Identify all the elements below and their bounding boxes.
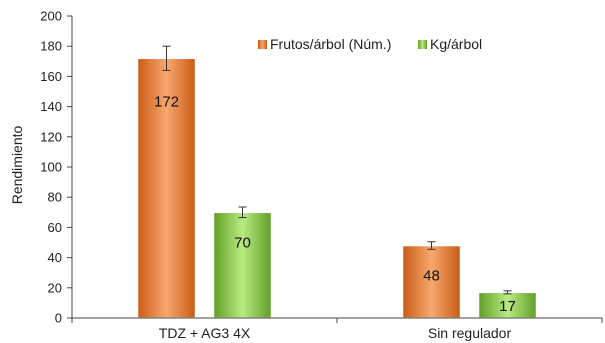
y-tick-label: 20 bbox=[48, 280, 62, 295]
legend-swatch-kg bbox=[418, 40, 427, 49]
x-axis: TDZ + AG3 4X Sin regulador bbox=[71, 317, 603, 341]
bar-frutos-1 bbox=[401, 244, 462, 319]
error-bar bbox=[238, 206, 247, 219]
legend-swatch-frutos bbox=[258, 40, 267, 49]
error-bar bbox=[503, 290, 512, 295]
data-label: 172 bbox=[154, 93, 179, 110]
bar-kg-0 bbox=[212, 211, 273, 319]
y-tick-label: 120 bbox=[40, 129, 62, 144]
data-label: 48 bbox=[423, 268, 440, 285]
y-tick-label: 80 bbox=[48, 190, 62, 205]
x-category-label: Sin regulador bbox=[428, 325, 512, 341]
legend-label-frutos: Frutos/árbol (Núm.) bbox=[270, 36, 391, 52]
legend: Frutos/árbol (Núm.) Kg/árbol bbox=[258, 36, 482, 52]
error-bar bbox=[427, 241, 436, 250]
y-tick-label: 100 bbox=[40, 160, 62, 175]
y-tick-label: 40 bbox=[48, 250, 62, 265]
y-tick-label: 160 bbox=[40, 69, 62, 84]
y-tick-label: 60 bbox=[48, 220, 62, 235]
y-axis-label: Rendimiento bbox=[9, 125, 25, 204]
data-label: 70 bbox=[234, 234, 251, 251]
y-tick-label: 180 bbox=[40, 39, 62, 54]
y-tick-label: 200 bbox=[40, 9, 62, 24]
y-tick-label: 0 bbox=[55, 311, 62, 326]
y-axis: 0 20 40 60 80 100 120 140 160 180 200 bbox=[40, 9, 73, 326]
y-tick-label: 140 bbox=[40, 99, 62, 114]
x-category-label: TDZ + AG3 4X bbox=[159, 325, 251, 341]
data-label: 17 bbox=[499, 298, 516, 315]
error-bar bbox=[162, 45, 171, 71]
bar-frutos-0 bbox=[136, 57, 197, 319]
bars-group: 172 48 70 17 bbox=[136, 45, 538, 319]
legend-label-kg: Kg/árbol bbox=[430, 36, 482, 52]
